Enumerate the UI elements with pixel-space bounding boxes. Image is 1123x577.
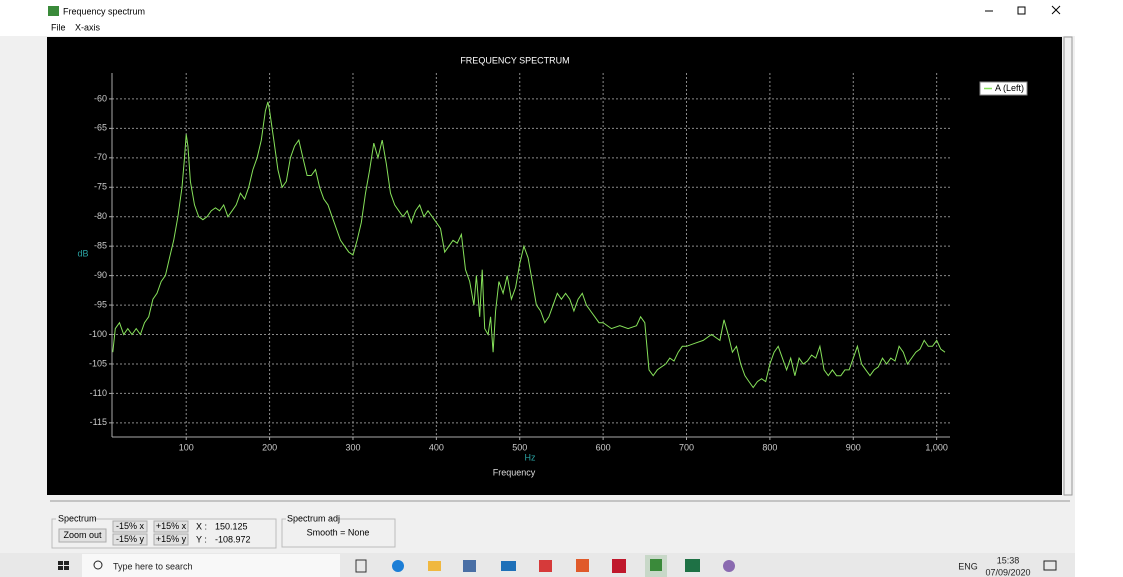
menu-item[interactable]: X-axis <box>75 22 101 32</box>
y-tick-label: -70 <box>94 152 107 162</box>
button-label[interactable]: -15% x <box>116 521 145 531</box>
y-tick-label: -100 <box>89 329 107 339</box>
x-tick-label: 300 <box>345 442 360 452</box>
group-label: Spectrum adj <box>287 513 340 523</box>
x-tick-label: 800 <box>762 442 777 452</box>
window-title: Frequency spectrum <box>63 6 145 16</box>
button[interactable] <box>58 528 107 543</box>
y-tick-label: -110 <box>90 388 107 398</box>
search-icon <box>93 560 103 570</box>
taskbar-icon[interactable] <box>612 559 626 573</box>
menu-item[interactable]: File <box>51 22 66 32</box>
taskbar-icon[interactable] <box>576 559 589 572</box>
scrollbar-vertical[interactable] <box>1063 36 1073 496</box>
x-axis-unit: Hz <box>525 452 536 462</box>
y-tick-label: -65 <box>94 123 107 133</box>
x-tick-label: 100 <box>179 442 194 452</box>
language[interactable]: ENG <box>958 561 978 571</box>
start-button[interactable] <box>58 561 69 570</box>
button-label[interactable]: +15% y <box>156 534 187 544</box>
taskbar-icon[interactable] <box>428 561 441 571</box>
button[interactable] <box>153 533 189 546</box>
taskbar-icon[interactable] <box>539 560 552 572</box>
button-label[interactable]: -15% y <box>116 534 145 544</box>
search-box[interactable] <box>82 554 340 577</box>
y-tick-label: -95 <box>94 299 107 309</box>
cursor-label: X : <box>196 521 207 531</box>
x-tick-label: 600 <box>596 442 611 452</box>
adj-group <box>281 518 396 548</box>
group-label: Spectrum <box>58 513 97 523</box>
cursor-value: -108.972 <box>215 534 251 544</box>
y-axis-label: dB <box>77 248 88 258</box>
taskbar-icon[interactable] <box>501 561 516 571</box>
legend-label: A (Left) <box>995 83 1024 93</box>
x-axis-label: Frequency <box>493 467 536 477</box>
chart-title: FREQUENCY SPECTRUM <box>460 55 569 65</box>
y-tick-label: -105 <box>89 358 107 368</box>
group-label-bg <box>56 514 94 523</box>
title-bar <box>0 0 1075 36</box>
x-tick-label: 900 <box>846 442 861 452</box>
y-tick-label: -60 <box>94 93 107 103</box>
x-tick-label: 1,000 <box>925 442 948 452</box>
group-label-bg <box>286 514 336 523</box>
y-tick-label: -90 <box>94 270 107 280</box>
y-tick-label: -80 <box>94 211 107 221</box>
cursor-value: 150.125 <box>215 521 248 531</box>
taskbar-icon[interactable] <box>650 559 662 571</box>
taskbar-icon[interactable] <box>355 559 367 573</box>
notifications[interactable] <box>1043 560 1057 571</box>
cursor-label: Y : <box>196 534 207 544</box>
chart-area <box>47 37 1062 495</box>
taskbar-icon[interactable] <box>392 560 404 572</box>
x-tick-label: 500 <box>512 442 527 452</box>
x-tick-label: 200 <box>262 442 277 452</box>
y-tick-label: -75 <box>94 182 107 192</box>
clock-time[interactable]: 15:38 <box>997 555 1020 565</box>
smooth-setting: Smooth = None <box>307 527 370 537</box>
clock-date[interactable]: 07/09/2020 <box>985 567 1030 577</box>
button[interactable] <box>112 533 148 546</box>
x-tick-label: 700 <box>679 442 694 452</box>
button-label[interactable]: +15% x <box>156 521 187 531</box>
close-button[interactable] <box>1051 5 1061 15</box>
y-tick-label: -85 <box>94 241 107 251</box>
app-icon <box>48 6 59 16</box>
taskbar-icon[interactable] <box>685 559 700 572</box>
button[interactable] <box>153 520 189 533</box>
x-tick-label: 400 <box>429 442 444 452</box>
taskbar-icon[interactable] <box>463 560 476 572</box>
taskbar-icon[interactable] <box>723 560 735 572</box>
spectrum-line <box>112 101 946 389</box>
y-tick-label: -115 <box>90 417 107 427</box>
button-label[interactable]: Zoom out <box>63 530 102 540</box>
search-placeholder[interactable]: Type here to search <box>113 561 193 571</box>
legend <box>979 81 1028 96</box>
button[interactable] <box>112 520 148 533</box>
restore-button[interactable] <box>1017 6 1026 15</box>
spectrum-group <box>51 518 277 549</box>
